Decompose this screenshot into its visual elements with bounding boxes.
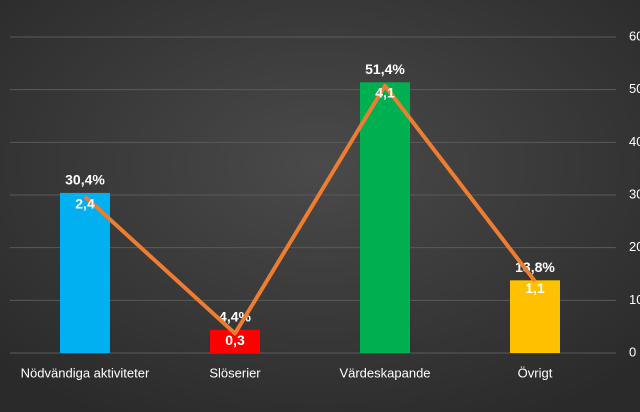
x-tick-label: Övrigt: [518, 365, 553, 380]
x-tick-label: Nödvändiga aktiviteter: [21, 365, 150, 380]
line: [83, 83, 537, 336]
line-value-label: 1,1: [525, 280, 545, 296]
bar: [60, 192, 110, 353]
bar: [210, 329, 260, 353]
line-value-label: 0,3: [225, 332, 245, 348]
line-value-label: 2,4: [75, 195, 95, 211]
y-tick-label: 50: [629, 81, 640, 96]
x-tick-label: Värdeskapande: [339, 365, 430, 380]
bar: [360, 82, 410, 353]
y-tick-label: 60: [629, 28, 640, 43]
y-tick-label: 30: [629, 186, 640, 201]
bar-value-label: 30,4%: [65, 172, 105, 188]
bar: [510, 280, 560, 353]
y-tick-label: 20: [629, 239, 640, 254]
y-tick-label: 0: [629, 344, 636, 359]
line-value-label: 4,1: [375, 85, 395, 101]
bar-value-label: 51,4%: [365, 61, 405, 77]
x-tick-label: Slöserier: [209, 365, 261, 380]
y-tick-label: 10: [629, 292, 640, 307]
y-tick-label: 40: [629, 134, 640, 149]
